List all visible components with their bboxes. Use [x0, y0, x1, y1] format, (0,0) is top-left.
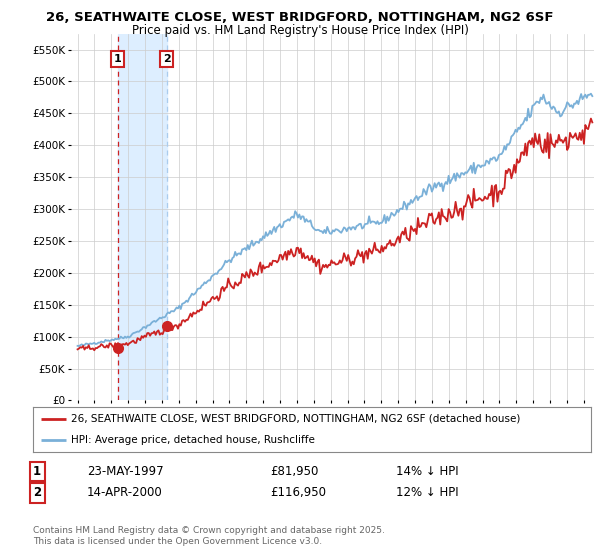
Text: 26, SEATHWAITE CLOSE, WEST BRIDGFORD, NOTTINGHAM, NG2 6SF: 26, SEATHWAITE CLOSE, WEST BRIDGFORD, NO… — [46, 11, 554, 24]
Text: 26, SEATHWAITE CLOSE, WEST BRIDGFORD, NOTTINGHAM, NG2 6SF (detached house): 26, SEATHWAITE CLOSE, WEST BRIDGFORD, NO… — [71, 414, 520, 424]
Text: 1: 1 — [33, 465, 41, 478]
Text: 2: 2 — [33, 486, 41, 500]
Text: Contains HM Land Registry data © Crown copyright and database right 2025.
This d: Contains HM Land Registry data © Crown c… — [33, 526, 385, 546]
Text: 14-APR-2000: 14-APR-2000 — [87, 486, 163, 500]
Text: Price paid vs. HM Land Registry's House Price Index (HPI): Price paid vs. HM Land Registry's House … — [131, 24, 469, 36]
Text: £81,950: £81,950 — [270, 465, 319, 478]
Text: 12% ↓ HPI: 12% ↓ HPI — [396, 486, 458, 500]
Text: 14% ↓ HPI: 14% ↓ HPI — [396, 465, 458, 478]
Text: £116,950: £116,950 — [270, 486, 326, 500]
Text: 1: 1 — [114, 54, 122, 64]
Text: 23-MAY-1997: 23-MAY-1997 — [87, 465, 164, 478]
Bar — [118, 34, 167, 400]
Text: 2: 2 — [163, 54, 170, 64]
Text: HPI: Average price, detached house, Rushcliffe: HPI: Average price, detached house, Rush… — [71, 435, 315, 445]
